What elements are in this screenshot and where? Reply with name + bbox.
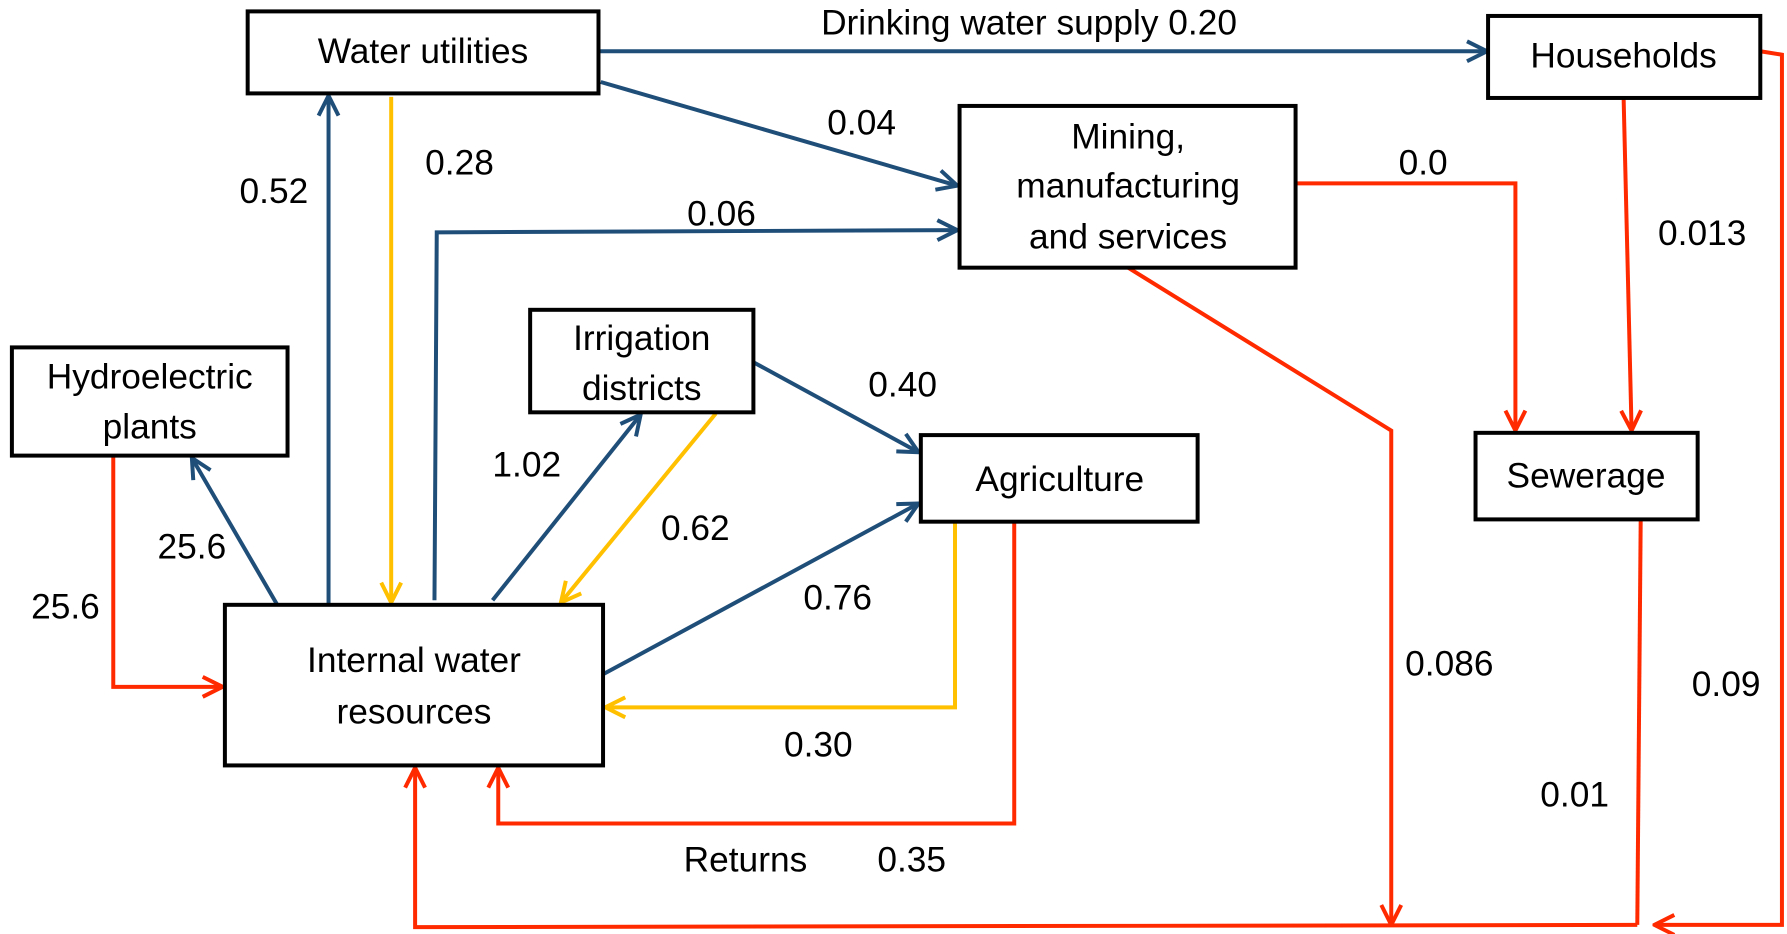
- arrow: [1295, 181, 1516, 430]
- blue-flows: [192, 51, 1487, 677]
- arrow: [415, 768, 1638, 930]
- node-label: Internal water: [307, 641, 521, 680]
- arrow: [1127, 265, 1391, 925]
- flow-label: 0.04: [827, 104, 896, 143]
- node-label: districts: [582, 369, 702, 408]
- flow-label: 0.35: [877, 841, 946, 880]
- flow-label: 0.086: [1405, 645, 1493, 684]
- node-label: plants: [103, 408, 197, 447]
- red-flows: [111, 49, 1784, 930]
- arrow: [192, 458, 280, 606]
- flow-label: 0.28: [425, 143, 494, 182]
- node-box: [918, 433, 1200, 524]
- arrow: [111, 455, 222, 687]
- flow-label: 0.013: [1658, 214, 1746, 253]
- flow-label: 25.6: [158, 527, 227, 566]
- node-box: [222, 602, 606, 768]
- nodes: Water utilities Households Mining, manuf…: [9, 9, 1763, 768]
- node-label: Households: [1530, 36, 1716, 75]
- node-box: [9, 345, 290, 458]
- node-box: [1486, 13, 1763, 100]
- flow-label: 0.06: [687, 195, 756, 234]
- arrow: [498, 521, 1017, 826]
- flow-label: Drinking water supply 0.20: [821, 3, 1237, 42]
- node-label: and services: [1029, 218, 1227, 257]
- flow-label: 0.30: [784, 726, 853, 765]
- flow-label: 0.09: [1692, 665, 1761, 704]
- flow-label: 0.01: [1540, 776, 1609, 815]
- yellow-flows: [391, 96, 958, 708]
- node-box: [957, 103, 1298, 270]
- flow-labels: Drinking water supply 0.20 0.04 0.52 0.0…: [31, 3, 1760, 879]
- node-label: Hydroelectric: [47, 358, 253, 397]
- arrow: [600, 80, 958, 186]
- node-label: Water utilities: [318, 32, 529, 71]
- arrow: [752, 360, 918, 452]
- node-box: [245, 9, 601, 96]
- node-label: Mining,: [1071, 117, 1185, 156]
- flow-label: 0.62: [661, 509, 730, 548]
- node-label: Sewerage: [1507, 457, 1666, 496]
- arrow: [602, 503, 919, 677]
- arrow: [491, 415, 641, 602]
- arrow: [432, 230, 957, 601]
- node-box: [528, 307, 756, 415]
- node-label: manufacturing: [1016, 166, 1240, 205]
- arrow: [605, 521, 958, 708]
- node-label: resources: [336, 692, 491, 731]
- arrow: [1654, 49, 1784, 925]
- flow-label: Returns: [684, 841, 808, 880]
- flow-label: 0.40: [868, 366, 937, 405]
- node-label: Agriculture: [975, 460, 1144, 499]
- node-label: Irrigation: [573, 319, 710, 358]
- flow-label: 0.0: [1399, 143, 1448, 182]
- node-box: [1473, 430, 1700, 522]
- arrow: [561, 412, 718, 602]
- line: [1635, 519, 1643, 925]
- arrow: [1624, 97, 1632, 431]
- flow-label: 25.6: [31, 588, 100, 627]
- flow-label: 0.52: [240, 172, 309, 211]
- flow-label: 1.02: [492, 445, 561, 484]
- flow-label: 0.76: [803, 579, 872, 618]
